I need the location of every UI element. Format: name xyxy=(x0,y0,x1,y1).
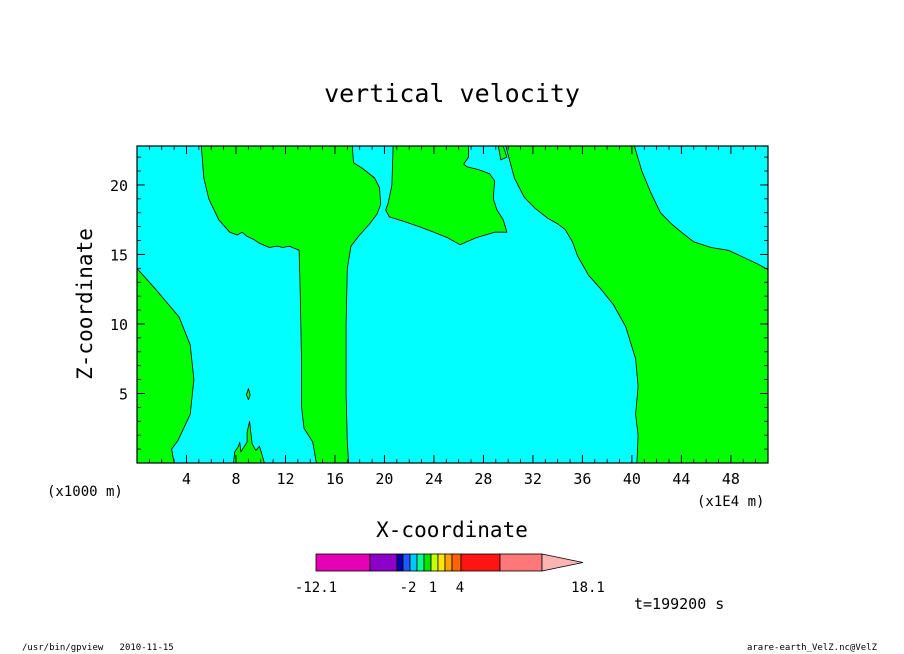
colorbar-segment xyxy=(416,553,425,572)
colorbar-label: 1 xyxy=(429,580,437,596)
plot-frame xyxy=(136,145,769,464)
colorbar-segment xyxy=(437,553,446,572)
x-tick-label: 28 xyxy=(474,470,492,488)
region-upper-left-plume xyxy=(200,145,382,464)
x-tick-label: 16 xyxy=(326,470,344,488)
x-tick-label: 48 xyxy=(722,470,740,488)
colorbar-segment xyxy=(409,553,418,572)
region-right xyxy=(505,145,769,464)
x-tick-label: 24 xyxy=(425,470,443,488)
colorbar-label: -2 xyxy=(400,580,417,596)
y-tick-label: 20 xyxy=(110,177,128,195)
colorbar-segment xyxy=(460,553,501,572)
plot-area xyxy=(136,145,769,464)
x-axis-label: X-coordinate xyxy=(376,518,528,542)
colorbar-segment xyxy=(423,553,432,572)
x-tick-label: 32 xyxy=(524,470,542,488)
x-tick-label: 20 xyxy=(375,470,393,488)
x-axis-ticks: 4 8 12 16 20 24 28 32 36 40 44 48 xyxy=(148,146,757,488)
colorbar-label: 4 xyxy=(456,580,464,596)
y-axis-ticks: 5 10 15 20 xyxy=(110,156,768,450)
x-tick-label: 12 xyxy=(276,470,294,488)
x-axis-unit: (x1E4 m) xyxy=(697,494,764,510)
y-axis-unit: (x1000 m) xyxy=(47,484,123,500)
region-bottom-speck xyxy=(246,388,251,401)
y-tick-label: 15 xyxy=(110,246,128,264)
colorbar-segment xyxy=(396,553,404,572)
time-label: t=199200 s xyxy=(634,595,724,613)
x-tick-label: 36 xyxy=(573,470,591,488)
footer-left: /usr/bin/gpview 2010-11-15 xyxy=(22,643,174,653)
colorbar-label: 18.1 xyxy=(571,580,605,596)
x-tick-label: 44 xyxy=(672,470,690,488)
y-tick-label: 5 xyxy=(119,385,128,403)
region-bottom-spikes xyxy=(233,420,265,464)
colorbar-labels: -12.1 -2 1 4 18.1 xyxy=(295,580,605,596)
colorbar-label: -12.1 xyxy=(295,580,337,596)
colorbar-arrow xyxy=(541,553,584,572)
colorbar-segment xyxy=(402,553,411,572)
y-tick-label: 10 xyxy=(110,316,128,334)
y-axis-label: Z-coordinate xyxy=(73,228,97,380)
footer-right: arare-earth_VelZ.nc@VelZ xyxy=(747,643,878,653)
colorbar-segment xyxy=(444,553,453,572)
x-tick-label: 8 xyxy=(231,470,240,488)
colorbar-segment xyxy=(315,553,371,572)
colorbar-segment xyxy=(369,553,398,572)
colorbar xyxy=(315,553,584,572)
contour-regions xyxy=(136,145,769,464)
colorbar-segment xyxy=(451,553,462,572)
colorbar-segment xyxy=(430,553,439,572)
x-tick-label: 4 xyxy=(182,470,191,488)
colorbar-segment xyxy=(499,553,543,572)
chart-title: vertical velocity xyxy=(324,79,580,108)
x-tick-label: 40 xyxy=(623,470,641,488)
